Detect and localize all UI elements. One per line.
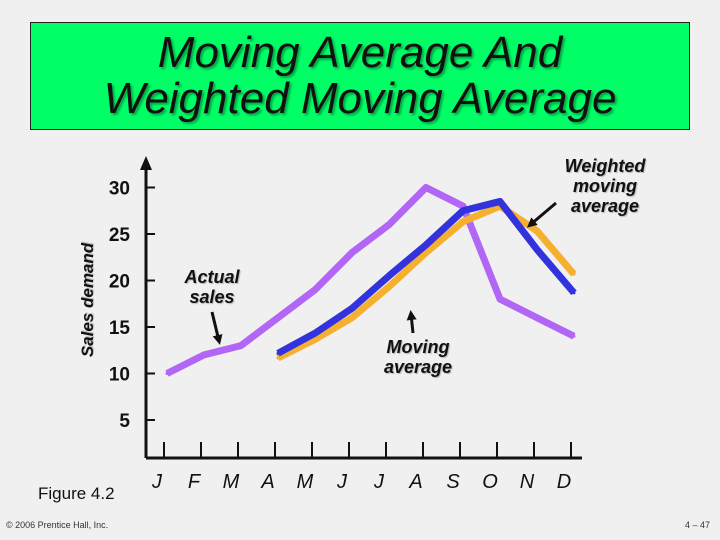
moving-average-point [424, 251, 428, 255]
title-line-2: Weighted Moving Average [103, 74, 617, 123]
moving-average-point [387, 285, 391, 289]
weighted-moving-average-point [387, 274, 391, 278]
page-number: 4 – 47 [684, 520, 710, 530]
weighted-moving-average-point [535, 248, 539, 252]
annotation-actual-sales: Actual sales [184, 267, 240, 307]
x-tick-label: J [373, 471, 385, 493]
copyright: © 2006 Prentice Hall, Inc. [6, 520, 109, 530]
weighted-moving-average-point [424, 243, 428, 247]
actual-sales-point [498, 297, 502, 301]
y-axis-arrowhead [140, 156, 152, 170]
weighted-moving-average-point [498, 199, 502, 203]
weighted-moving-average-point [350, 306, 354, 310]
y-tick-label: 5 [119, 411, 130, 432]
actual-sales-point [202, 353, 206, 357]
actual-sales-point [572, 334, 576, 338]
moving-average-point [572, 272, 576, 276]
annotation-arrows [210, 201, 557, 345]
actual-sales-point [165, 372, 169, 375]
actual-sales-point [350, 251, 354, 255]
y-tick-label: 15 [109, 318, 131, 339]
moving-average-point [313, 337, 317, 341]
moving-average-arrow [406, 310, 417, 334]
actual-sales-point [387, 223, 391, 227]
weighted-moving-average-point [313, 331, 317, 335]
x-tick-label: J [151, 471, 163, 493]
series-layer [165, 184, 577, 377]
actual-sales-point [313, 288, 317, 292]
moving-average-point [350, 316, 354, 320]
x-tick-label: M [297, 471, 314, 493]
moving-average-point [276, 356, 280, 360]
weighted-moving-average-point [461, 209, 465, 213]
x-tick-label: M [223, 471, 240, 493]
y-tick-label: 30 [109, 179, 130, 200]
x-tick-label: A [260, 471, 274, 493]
actual-sales-point [461, 204, 465, 208]
title-line-1: Moving Average And [157, 28, 563, 77]
actual-sales-point [535, 316, 539, 320]
figure-label: Figure 4.2 [38, 484, 115, 503]
ylabel: Sales demand [78, 242, 97, 358]
moving-average-point [535, 229, 539, 233]
annotation-moving-average: Moving average [383, 337, 453, 377]
actual-sales-point [239, 344, 243, 348]
x-tick-label: O [482, 471, 498, 493]
x-tick-label: A [408, 471, 422, 493]
y-tick-label: 25 [109, 225, 131, 246]
weighted-moving-average-point [572, 291, 576, 295]
weighted-moving-average-point [276, 351, 280, 355]
actual-sales-point [424, 186, 428, 189]
weighted-average-arrow [526, 201, 557, 228]
x-tick-label: N [520, 471, 535, 493]
y-tick-label: 10 [109, 365, 130, 386]
x-tick-label: D [557, 471, 571, 493]
x-tick-label: S [446, 471, 460, 493]
x-tick-label: F [188, 471, 202, 493]
actual-sales-point [276, 316, 280, 320]
title-box: Moving Average And Weighted Moving Avera… [30, 22, 690, 130]
actual-sales-line [165, 184, 576, 377]
y-tick-label: 20 [109, 272, 130, 293]
actual-sales-arrow [210, 311, 223, 345]
moving-average-point [461, 220, 465, 224]
x-tick-label: J [336, 471, 348, 493]
annotation-weighted-average: Weighted moving average [564, 156, 646, 216]
